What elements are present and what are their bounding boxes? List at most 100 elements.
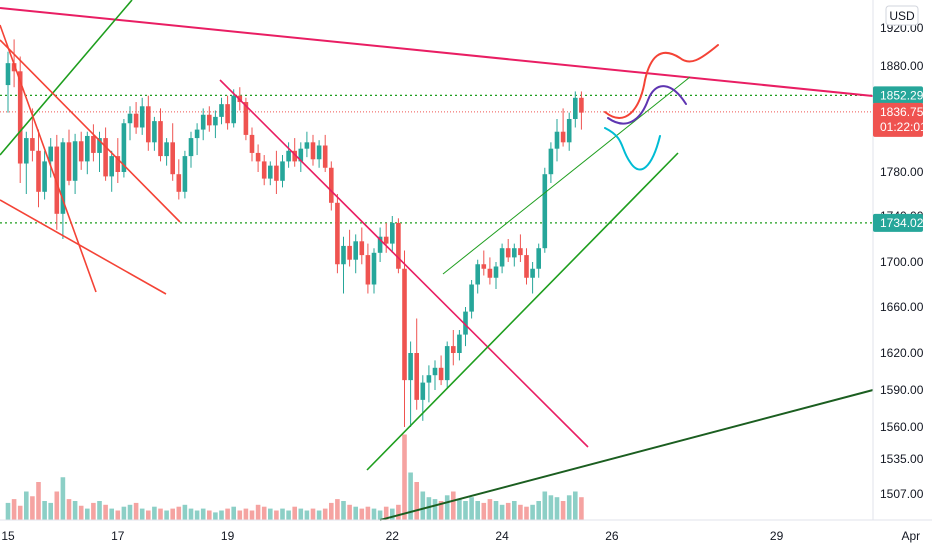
green-channel-upper[interactable] xyxy=(442,76,691,275)
volume-bar xyxy=(121,506,127,520)
green-trend-upper-left[interactable] xyxy=(0,0,133,156)
volume-bar xyxy=(54,491,60,520)
volume-bar xyxy=(237,510,243,520)
volume-bar xyxy=(481,502,487,520)
volume-bar xyxy=(158,508,163,520)
volume-bar xyxy=(286,510,291,520)
volume-bar xyxy=(432,499,438,520)
volume-bar xyxy=(554,497,560,520)
green-long-support[interactable] xyxy=(379,389,874,521)
volume-bar xyxy=(298,508,304,520)
candle-up xyxy=(152,121,157,143)
time-tick-label: 24 xyxy=(495,529,509,543)
time-axis[interactable]: 15171922242629Apr35 xyxy=(0,519,932,543)
candle-up xyxy=(97,138,102,153)
candle-up xyxy=(298,148,304,162)
candle-up xyxy=(499,248,505,267)
candle-up xyxy=(280,161,285,181)
volume-bar xyxy=(24,491,29,520)
volume-bar xyxy=(188,508,194,520)
volume-bar xyxy=(469,497,474,520)
candle-up xyxy=(219,104,224,117)
candle-up xyxy=(231,95,236,124)
trendline-drawings[interactable] xyxy=(0,0,874,521)
volume-bar xyxy=(146,510,151,520)
candlesticks xyxy=(5,39,584,427)
red-pen-projection[interactable] xyxy=(604,44,719,119)
candle-up xyxy=(444,346,450,381)
candle-down xyxy=(30,138,35,151)
cyan-pen-projection[interactable] xyxy=(604,127,661,171)
volume-bar xyxy=(451,491,456,520)
time-tick-label: 22 xyxy=(386,529,400,543)
plot-area[interactable] xyxy=(0,0,874,521)
candle-up xyxy=(48,146,53,162)
volume-bar xyxy=(365,506,371,520)
volume-bar xyxy=(322,508,328,520)
candle-up xyxy=(164,142,169,157)
candle-up xyxy=(475,264,480,285)
volume-bar xyxy=(353,506,358,520)
volume-bar xyxy=(127,504,133,520)
time-tick-label: 19 xyxy=(221,529,235,543)
volume-bar xyxy=(463,501,468,520)
volume-bar xyxy=(316,510,322,520)
candle-up xyxy=(371,252,377,285)
price-axis[interactable]: 1920.001880.001780.001740.001700.001660.… xyxy=(872,0,927,520)
price-tick-label: 1660.00 xyxy=(880,300,924,314)
candle-down xyxy=(310,142,316,160)
volume-bar xyxy=(408,472,413,520)
candle-down xyxy=(243,102,249,135)
candle-up xyxy=(316,145,322,160)
candle-up xyxy=(353,241,358,260)
volume-bar xyxy=(243,508,249,520)
price-tick-label: 1590.00 xyxy=(880,383,924,397)
volume-bar xyxy=(548,495,554,520)
magenta-falling-line[interactable] xyxy=(219,79,589,448)
volume-bar xyxy=(152,506,157,520)
green-channel-lower[interactable] xyxy=(366,152,679,471)
candle-down xyxy=(518,248,523,256)
currency-box[interactable] xyxy=(885,5,919,26)
volume-bar xyxy=(103,504,108,520)
candle-down xyxy=(158,121,163,157)
red-trend-line-a[interactable] xyxy=(0,24,97,293)
volume-bar xyxy=(579,497,584,520)
candle-up xyxy=(493,266,499,278)
upper-level-tag-box xyxy=(873,86,923,105)
volume-bar xyxy=(335,499,340,520)
volume-bar xyxy=(329,502,334,520)
red-trend-line-c[interactable] xyxy=(0,199,167,295)
candle-down xyxy=(365,255,371,285)
volume-bar xyxy=(420,491,426,520)
time-tick-label: Apr xyxy=(901,529,920,543)
volume-bar xyxy=(304,510,310,520)
magenta-resistance-line[interactable] xyxy=(0,7,874,97)
lower-level-tag-label: 1734.02 xyxy=(880,216,924,230)
candle-up xyxy=(530,268,535,278)
candle-down xyxy=(17,71,23,164)
purple-pen-projection[interactable] xyxy=(607,85,687,125)
candle-down xyxy=(261,161,267,179)
volume-bars xyxy=(5,434,584,520)
volume-bar xyxy=(292,506,297,520)
candle-down xyxy=(481,264,487,269)
lower-level-tag-box xyxy=(873,213,923,232)
candle-up xyxy=(548,148,554,175)
candle-up xyxy=(457,334,462,353)
red-trend-line-b[interactable] xyxy=(0,39,181,223)
candle-up xyxy=(512,248,517,258)
candle-down xyxy=(91,135,96,153)
volume-bar xyxy=(560,501,566,520)
volume-bar xyxy=(194,510,200,520)
volume-bar xyxy=(249,510,255,520)
candle-down xyxy=(103,138,108,177)
candle-down xyxy=(347,245,352,260)
candle-up xyxy=(469,284,474,312)
candle-up xyxy=(42,161,47,192)
time-tick-label: 17 xyxy=(111,529,125,543)
volume-bar xyxy=(231,506,236,520)
volume-bar xyxy=(310,508,316,520)
